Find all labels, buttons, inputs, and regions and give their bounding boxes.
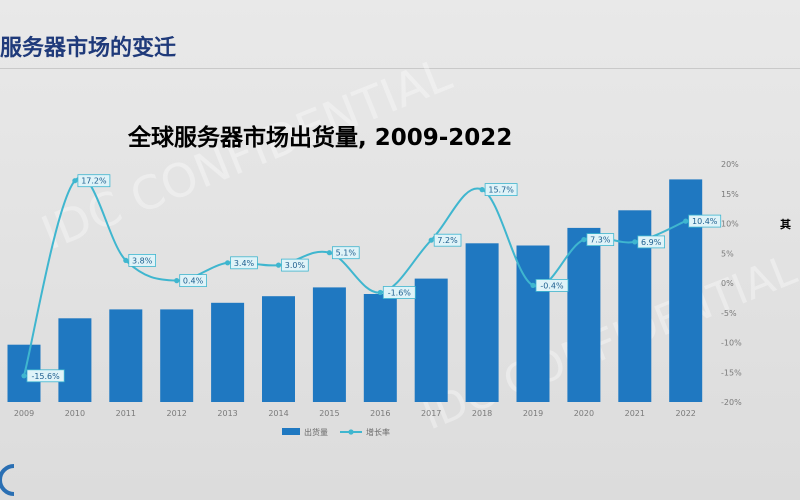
chart-title: 全球服务器市场出货量, 2009-2022	[128, 125, 513, 151]
x-tick-label: 2009	[14, 409, 34, 418]
data-label: 3.8%	[132, 256, 153, 265]
data-label-box	[179, 274, 207, 288]
y-tick-label: 10%	[721, 220, 739, 229]
data-label-box	[484, 183, 518, 197]
x-tick-label: 2022	[676, 409, 696, 418]
legend-bar-swatch	[282, 428, 300, 435]
bar	[414, 278, 448, 402]
data-label-box	[586, 233, 615, 247]
line-point	[174, 278, 180, 284]
y-tick-label: 15%	[721, 190, 739, 199]
y-tick-label: -20%	[721, 398, 742, 407]
data-label: -1.6%	[388, 289, 412, 298]
line-point	[123, 257, 129, 263]
data-label: 15.7%	[488, 186, 514, 195]
x-tick-label: 2013	[217, 409, 237, 418]
x-tick-label: 2015	[319, 409, 339, 418]
slide-title: 服务器市场的变迁	[0, 36, 177, 61]
x-tick-label: 2014	[268, 409, 288, 418]
data-label-box	[382, 286, 416, 299]
line-point	[428, 237, 434, 243]
data-label: 5.1%	[336, 249, 357, 258]
data-label: 7.3%	[590, 236, 611, 245]
data-label: -0.4%	[540, 281, 564, 290]
growth-rate-line	[23, 176, 687, 377]
data-label-box	[128, 253, 157, 267]
bar	[567, 227, 601, 402]
line-series	[21, 176, 689, 379]
data-label-box	[331, 246, 360, 260]
bar	[312, 287, 346, 402]
data-label-box	[433, 233, 462, 247]
line-point	[326, 250, 332, 256]
line-point	[275, 262, 282, 268]
x-axis: 2009 2010 2011 2012 2013 2014 2015 2016 2017 2018…	[14, 409, 696, 418]
x-tick-label: 2021	[625, 409, 645, 418]
x-tick-label: 2011	[116, 409, 136, 418]
x-tick-label: 2018	[472, 409, 492, 418]
data-label: 7.2%	[437, 236, 458, 245]
data-label: -15.6%	[31, 372, 60, 381]
data-label-box	[230, 256, 258, 270]
bar	[160, 309, 194, 402]
line-point	[581, 237, 587, 243]
data-label-box	[637, 235, 665, 249]
y-tick-label: 0%	[721, 279, 734, 288]
line-point	[683, 218, 689, 224]
bar	[262, 296, 295, 402]
data-labels: -15.6% 17.2% 3.8% 0.4% 3.4% 3.0% 5.1% -1.6% 7.2%…	[26, 174, 722, 383]
bar	[211, 302, 245, 402]
data-label: 10.4%	[692, 217, 718, 226]
header-divider	[0, 68, 800, 69]
idc-logo-icon	[0, 464, 15, 496]
x-tick-label: 2016	[370, 409, 390, 418]
y-tick-label: -5%	[721, 309, 737, 318]
line-point	[377, 289, 383, 296]
data-label-box	[281, 258, 309, 272]
line-point	[632, 239, 638, 245]
line-point	[225, 260, 231, 266]
bar	[58, 318, 92, 402]
data-label-box	[26, 369, 65, 383]
y-tick-label: -10%	[721, 339, 742, 348]
y-axis-right: 20% 15% 10% 5% 0% -5% -10% -15% -20%	[721, 160, 742, 407]
bar	[669, 179, 703, 402]
line-point	[479, 187, 485, 193]
data-label-box	[688, 214, 722, 228]
side-note: 其	[780, 218, 791, 231]
x-tick-label: 2019	[523, 409, 543, 418]
data-label-box	[77, 174, 111, 188]
data-label: 3.0%	[285, 261, 306, 270]
bar	[465, 243, 499, 402]
data-label: 6.9%	[641, 238, 662, 247]
legend-label: 增长率	[366, 427, 390, 437]
data-label: 17.2%	[81, 177, 107, 186]
bar	[109, 309, 143, 402]
data-label: 0.4%	[183, 277, 204, 286]
line-point	[530, 282, 536, 288]
x-tick-label: 2010	[65, 409, 85, 418]
y-tick-label: 20%	[721, 160, 739, 169]
x-tick-label: 2012	[167, 409, 187, 418]
data-label-box	[535, 278, 569, 292]
x-tick-label: 2020	[574, 409, 594, 418]
bar	[363, 294, 397, 402]
y-tick-label: -15%	[721, 368, 742, 377]
y-tick-label: 5%	[721, 249, 734, 258]
data-label: 3.4%	[234, 259, 255, 268]
line-point	[21, 373, 27, 379]
legend-label: 出货量	[304, 427, 328, 437]
watermark-text: IDC CONFIDENTIAL	[34, 47, 459, 261]
line-point	[72, 178, 78, 184]
legend-line-marker	[348, 429, 354, 435]
legend: 出货量 增长率	[282, 427, 390, 437]
x-tick-label: 2017	[421, 409, 441, 418]
